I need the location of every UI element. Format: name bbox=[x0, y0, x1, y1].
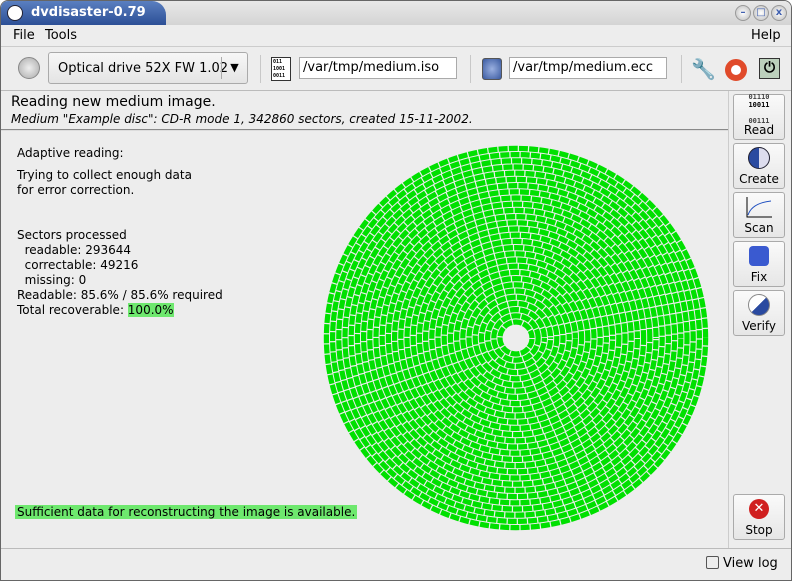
scan-label: Scan bbox=[744, 221, 774, 235]
menu-file[interactable]: File bbox=[13, 28, 35, 43]
window-title: dvdisaster-0.79 bbox=[31, 5, 146, 20]
sector-ring bbox=[323, 145, 709, 531]
toolbar: Optical drive 52X FW 1.02 ▼ 011 1001 0011 /… bbox=[1, 47, 791, 91]
title-bar: dvdisaster-0.79 – □ x bbox=[1, 1, 791, 25]
read-label: Read bbox=[743, 123, 775, 137]
sector-ring bbox=[410, 232, 622, 444]
sector-ring bbox=[330, 152, 702, 524]
disc-sector-map bbox=[323, 145, 709, 531]
wrench-icon[interactable]: 🔧 bbox=[691, 57, 716, 81]
power-icon[interactable]: ⏻ bbox=[759, 58, 780, 79]
checkbox[interactable] bbox=[706, 556, 719, 569]
create-label: Create bbox=[739, 172, 779, 186]
sector-ring bbox=[454, 276, 579, 401]
read-button[interactable]: 01110 10011 00111 Read bbox=[733, 93, 785, 140]
info-desc: Trying to collect enough data bbox=[17, 168, 192, 182]
sector-ring bbox=[367, 189, 665, 487]
sector-ring bbox=[466, 288, 566, 388]
sector-ring bbox=[460, 282, 572, 394]
sector-ring bbox=[478, 300, 554, 376]
chevron-down-icon: ▼ bbox=[221, 57, 247, 79]
create-button[interactable]: Create bbox=[733, 143, 785, 189]
yin-yang-app-icon[interactable] bbox=[7, 5, 23, 21]
sector-ring bbox=[416, 238, 616, 438]
sector-ring bbox=[447, 269, 585, 407]
stop-label: Stop bbox=[745, 523, 773, 537]
cd-icon bbox=[18, 57, 40, 79]
sector-ring bbox=[485, 307, 548, 370]
sector-ring bbox=[441, 263, 591, 413]
stop-icon: ✕ bbox=[749, 499, 769, 519]
menu-tools[interactable]: Tools bbox=[45, 28, 78, 43]
sector-ring bbox=[429, 251, 603, 425]
info-desc: for error correction. bbox=[17, 183, 135, 197]
maximize-button[interactable]: □ bbox=[753, 5, 769, 21]
missing-count: missing: 0 bbox=[17, 273, 87, 287]
minimize-button[interactable]: – bbox=[735, 5, 751, 21]
status-bar: View log bbox=[1, 548, 791, 580]
view-log-label: View log bbox=[723, 556, 778, 571]
total-recoverable: Total recoverable: 100.0% bbox=[17, 303, 174, 317]
fix-label: Fix bbox=[750, 270, 768, 284]
medium-info: Medium "Example disc": CD-R mode 1, 3428… bbox=[11, 112, 473, 126]
recoverable-value: 100.0% bbox=[127, 303, 174, 317]
scan-button[interactable]: Scan bbox=[733, 192, 785, 238]
sector-ring bbox=[435, 257, 597, 419]
readable-percent: Readable: 85.6% / 85.6% required bbox=[17, 288, 223, 302]
sector-ring bbox=[472, 294, 560, 382]
verify-icon bbox=[748, 294, 770, 316]
sector-ring bbox=[422, 244, 610, 432]
sector-ring bbox=[342, 164, 690, 512]
sectors-processed-label: Sectors processed bbox=[17, 228, 127, 242]
sector-ring bbox=[373, 195, 659, 481]
yin-yang-icon bbox=[748, 147, 770, 169]
sector-ring bbox=[336, 158, 696, 518]
action-sidebar: 01110 10011 00111 Read Create Scan Fix Veri… bbox=[728, 91, 791, 548]
sector-ring bbox=[379, 201, 653, 475]
scan-curve-icon bbox=[746, 197, 772, 218]
ecc-file-icon[interactable] bbox=[482, 58, 502, 80]
sector-ring bbox=[354, 176, 678, 500]
status-line: Reading new medium image. bbox=[11, 94, 216, 110]
sector-ring bbox=[348, 170, 684, 506]
image-file-icon[interactable]: 011 1001 0011 bbox=[271, 57, 291, 81]
stop-button[interactable]: ✕ Stop bbox=[733, 494, 785, 540]
sector-ring bbox=[497, 319, 535, 357]
view-log-button[interactable]: View log bbox=[706, 556, 778, 571]
correctable-count: correctable: 49216 bbox=[17, 258, 139, 272]
puzzle-icon bbox=[749, 246, 769, 266]
sector-ring bbox=[491, 313, 541, 363]
drive-select[interactable]: Optical drive 52X FW 1.02 ▼ bbox=[48, 52, 248, 84]
fix-button[interactable]: Fix bbox=[733, 241, 785, 287]
verify-label: Verify bbox=[741, 319, 777, 333]
sector-ring bbox=[385, 207, 647, 469]
drive-label: Optical drive 52X FW 1.02 bbox=[58, 61, 229, 76]
image-path-input[interactable]: /var/tmp/medium.iso bbox=[299, 57, 457, 79]
info-heading: Adaptive reading: bbox=[17, 146, 124, 160]
close-button[interactable]: x bbox=[771, 5, 787, 21]
sector-ring bbox=[391, 213, 641, 463]
menu-bar: File Tools Help bbox=[1, 25, 791, 47]
status-area: Reading new medium image. Medium "Exampl… bbox=[1, 91, 728, 131]
result-message: Sufficient data for reconstructing the i… bbox=[15, 505, 358, 519]
sector-ring bbox=[404, 226, 628, 450]
readable-count: readable: 293644 bbox=[17, 243, 132, 257]
recoverable-label: Total recoverable: bbox=[17, 303, 128, 317]
binary-icon: 01110 10011 00111 bbox=[748, 93, 770, 125]
menu-help[interactable]: Help bbox=[751, 28, 781, 43]
verify-button[interactable]: Verify bbox=[733, 290, 785, 336]
sector-ring bbox=[361, 183, 671, 493]
lifebuoy-icon[interactable] bbox=[725, 59, 747, 81]
ecc-path-input[interactable]: /var/tmp/medium.ecc bbox=[509, 57, 667, 79]
sector-ring bbox=[398, 220, 634, 456]
